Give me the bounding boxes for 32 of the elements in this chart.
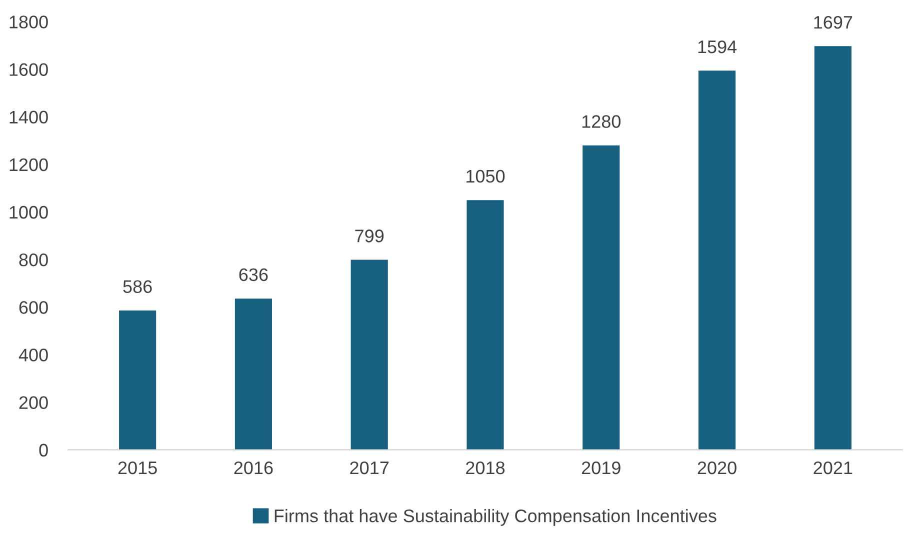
x-tick-label: 2019 — [582, 461, 620, 474]
bar — [698, 70, 736, 450]
bar — [119, 310, 156, 450]
x-tick-label: 2016 — [234, 461, 273, 474]
y-tick-label: 200 — [19, 396, 48, 410]
x-tick-label: 2017 — [350, 461, 389, 474]
y-tick-label: 400 — [18, 348, 48, 362]
y-tick-label: 1000 — [10, 206, 48, 219]
data-label: 799 — [355, 230, 384, 242]
bar — [814, 46, 852, 450]
data-label: 1280 — [582, 115, 621, 128]
bar — [582, 145, 620, 450]
data-label: 636 — [239, 268, 268, 282]
bar — [466, 200, 504, 450]
x-tick-label: 2021 — [814, 461, 852, 474]
data-label: 586 — [123, 280, 152, 294]
data-label: 1050 — [466, 170, 505, 183]
y-tick-label: 1600 — [10, 63, 48, 76]
x-tick-label: 2020 — [698, 461, 736, 474]
data-label: 1594 — [698, 40, 737, 54]
data-label: 1697 — [814, 16, 852, 29]
y-tick-label: 1800 — [10, 16, 48, 28]
legend-label: Firms that have Sustainability Compensation Incentives — [274, 509, 716, 526]
y-tick-label: 800 — [19, 253, 48, 266]
y-tick-label: 0 — [39, 444, 48, 457]
x-tick-label: 2015 — [118, 461, 157, 474]
y-tick-label: 1400 — [10, 110, 48, 124]
x-tick-label: 2018 — [466, 461, 505, 474]
y-tick-label: 600 — [19, 301, 48, 314]
bar — [234, 298, 272, 450]
y-tick-label: 1200 — [10, 158, 48, 172]
bar — [350, 260, 388, 450]
